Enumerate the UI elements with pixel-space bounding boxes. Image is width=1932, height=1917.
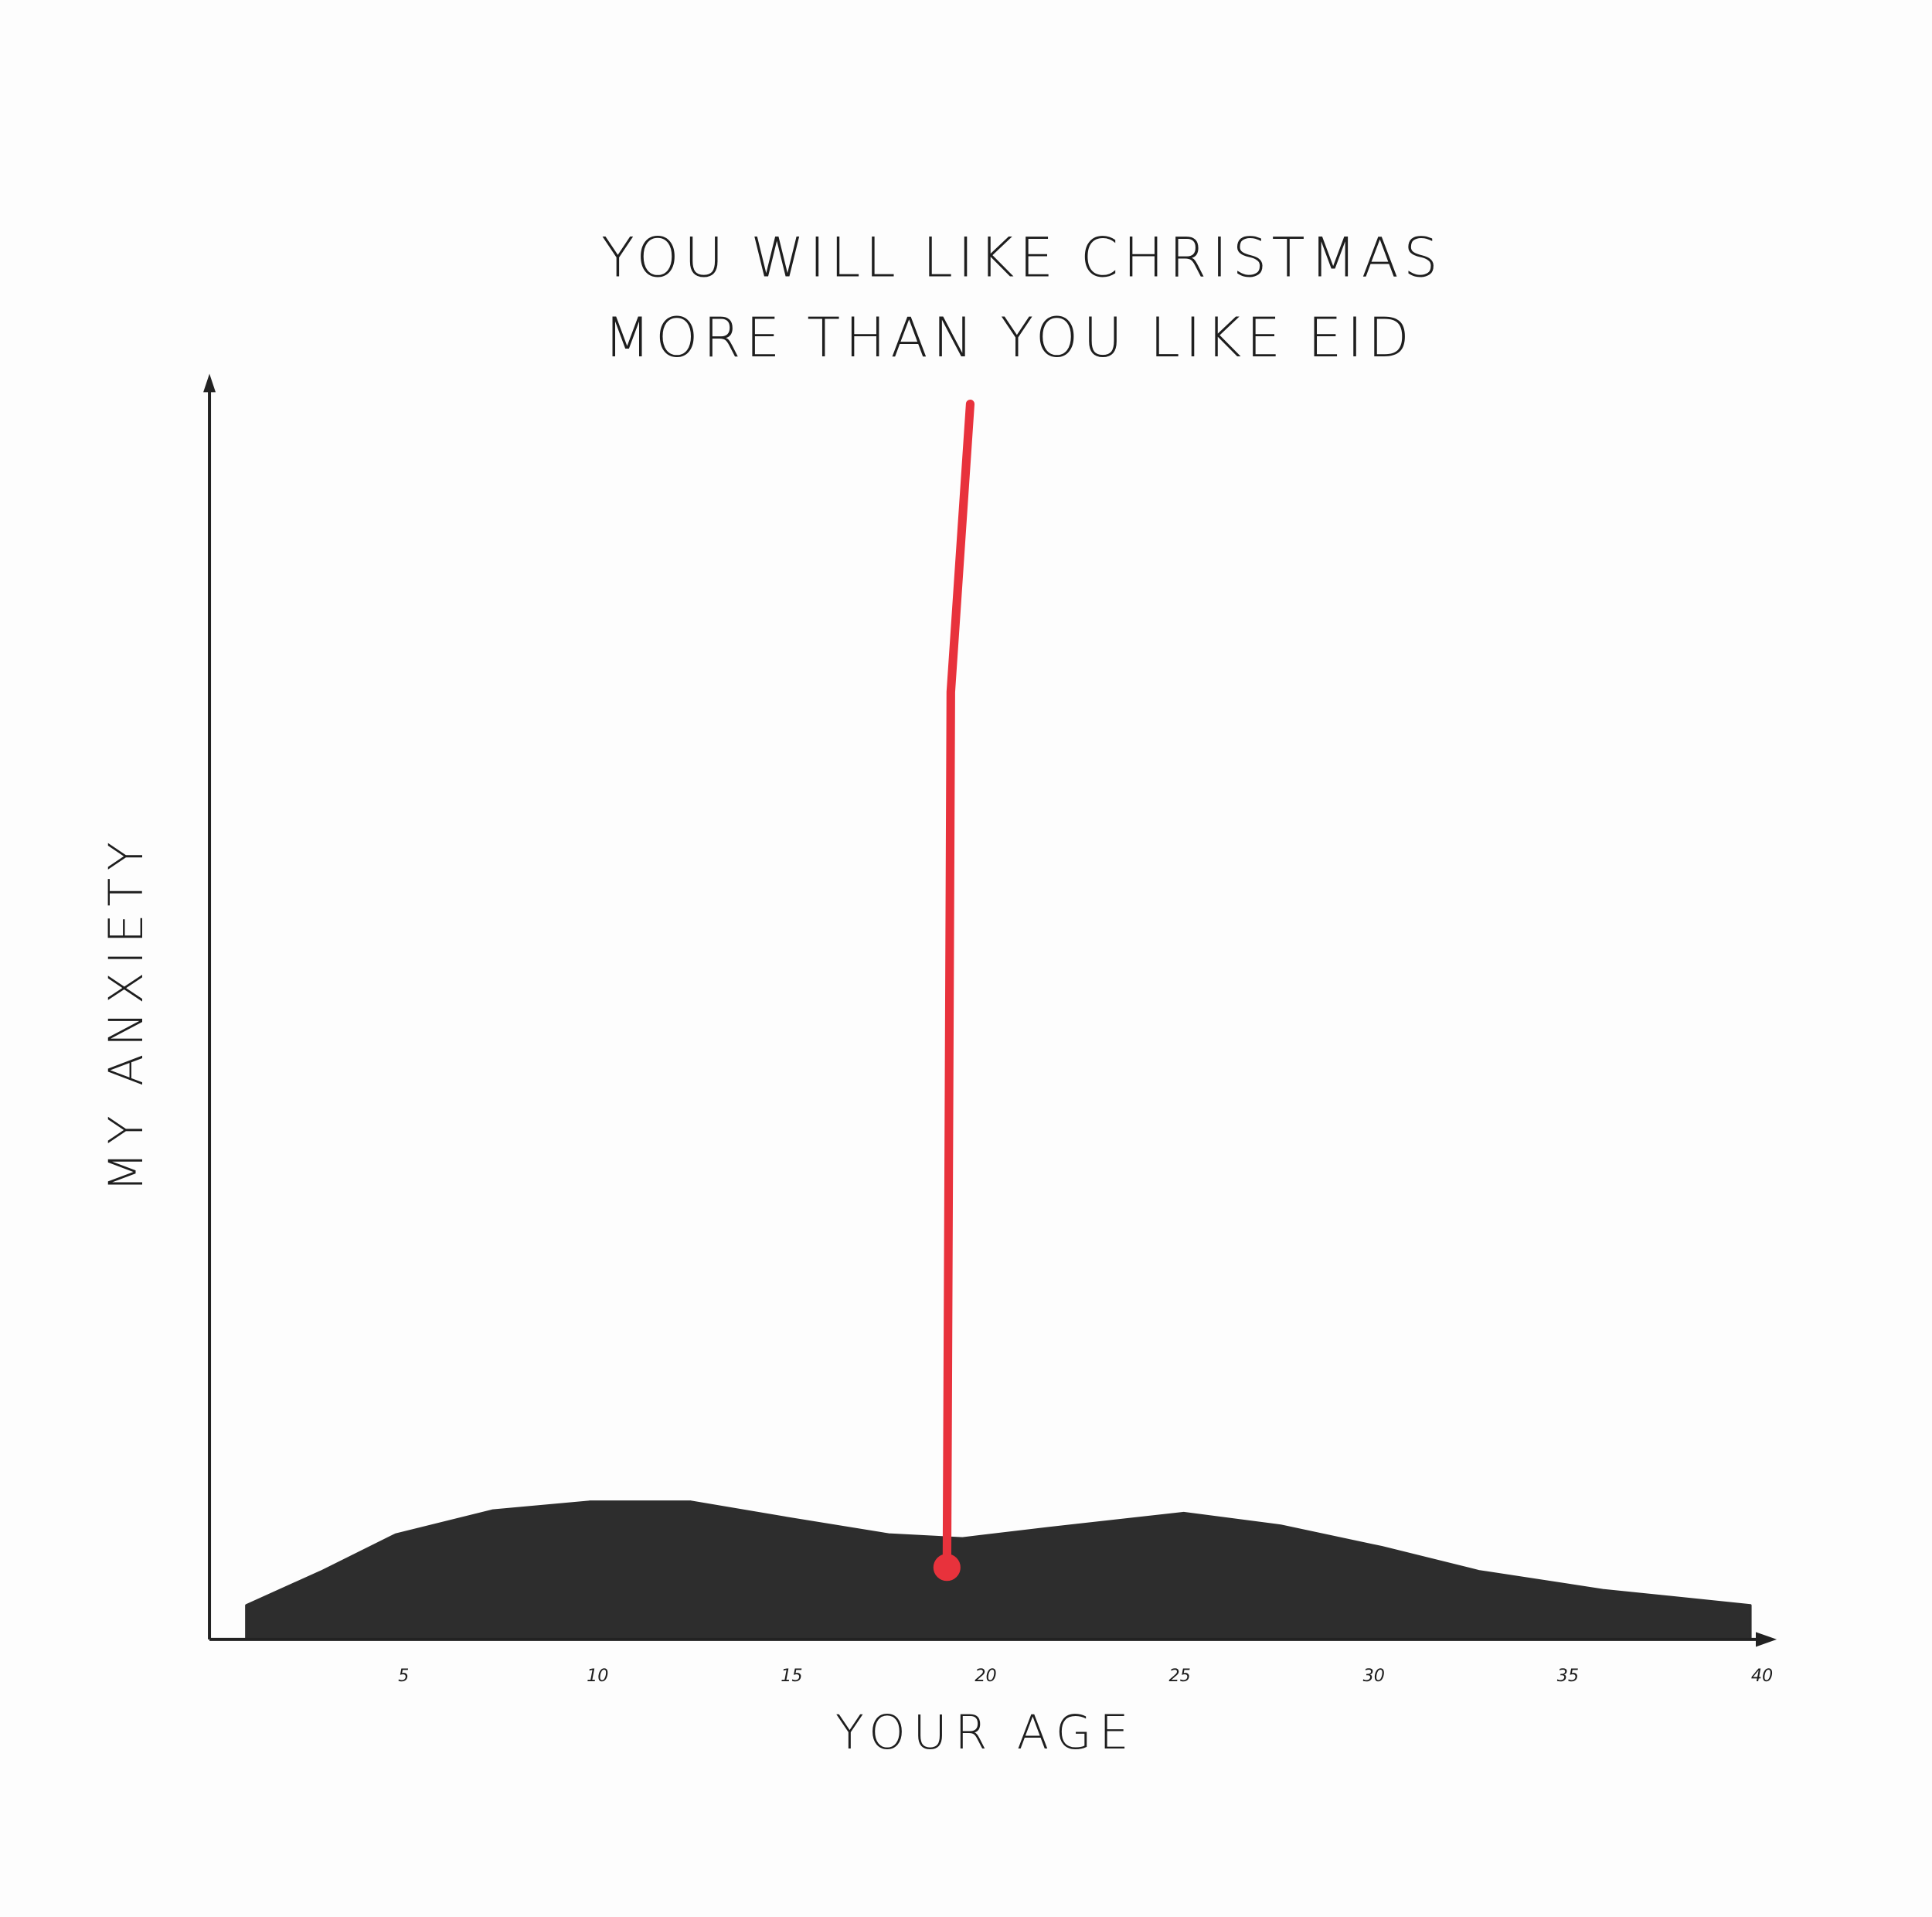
red-dot xyxy=(933,1554,961,1582)
x-tick-label: 30 xyxy=(1363,1666,1385,1686)
x-tick-label: 25 xyxy=(1168,1666,1190,1686)
x-axis-arrow xyxy=(1756,1632,1777,1647)
red-line xyxy=(942,400,975,1572)
anxiety-area xyxy=(245,1500,1752,1641)
x-tick-label: 40 xyxy=(1751,1666,1773,1686)
x-tick-label: 5 xyxy=(398,1666,409,1686)
title-line: YOU WILL LIKE CHRISTMAS xyxy=(601,226,1443,289)
x-tick-label: 35 xyxy=(1557,1666,1579,1686)
x-axis-label: YOUR AGE xyxy=(835,1706,1136,1760)
y-axis-label: MY ANXIETY xyxy=(100,835,154,1193)
x-tick-label: 15 xyxy=(781,1666,802,1686)
x-tick-label: 20 xyxy=(975,1666,996,1686)
x-tick-label: 10 xyxy=(587,1666,608,1686)
title-line: MORE THAN YOU LIKE EID xyxy=(604,306,1414,369)
y-axis-arrow xyxy=(203,373,216,393)
